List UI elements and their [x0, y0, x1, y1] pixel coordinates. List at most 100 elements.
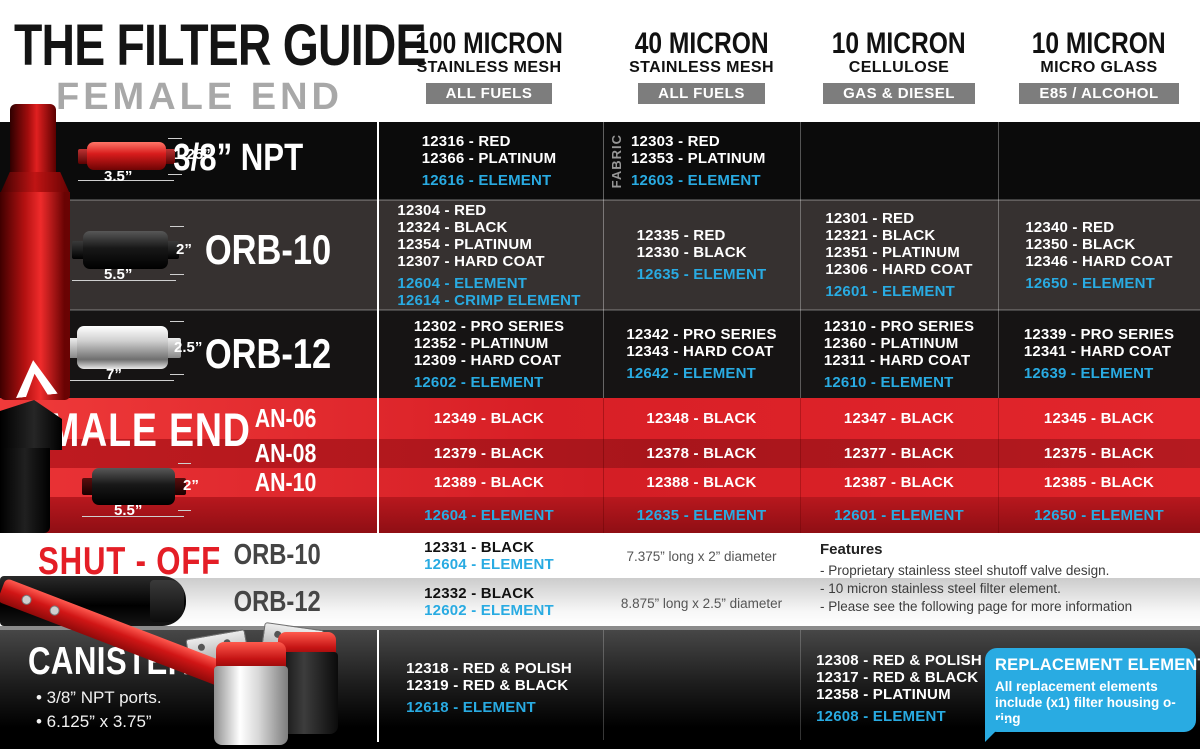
- cell-orb12-10micron-microglass: 12339 - PRO SERIES 12341 - HARD COAT 126…: [998, 310, 1200, 398]
- cell-canister-100micron: 12318 - RED & POLISH 12319 - RED & BLACK…: [375, 638, 603, 738]
- cell-shutoff-orb10: 12331 - BLACK 12604 - ELEMENT: [375, 533, 603, 578]
- cell-an10-10micron-cellulose: 12387 - BLACK: [843, 474, 955, 491]
- part-number: 12304 - RED: [397, 201, 487, 219]
- dimension-height: 2.5”: [174, 339, 203, 356]
- dimension-height: 1.25”: [174, 146, 211, 163]
- element-part-number: 12602 - ELEMENT: [424, 602, 554, 619]
- part-number: 12310 - PRO SERIES: [823, 317, 975, 335]
- part-number: 12331 - BLACK: [424, 538, 535, 556]
- main-column-divider: [377, 122, 379, 533]
- shutoff-valve-cap: [150, 580, 184, 622]
- column-header-40-micron: 40 MICRON STAINLESS MESH ALL FUELS: [603, 27, 800, 104]
- row-label-shutoff-orb10: ORB-10: [233, 539, 321, 571]
- element-part-number: 12635 - ELEMENT: [636, 266, 767, 283]
- cell-orb12-100micron: 12302 - PRO SERIES 12352 - PLATINUM 1230…: [375, 310, 603, 398]
- part-number: 12353 - PLATINUM: [631, 150, 766, 167]
- section-divider-bar: [0, 626, 1200, 630]
- features-title: Features: [820, 541, 883, 558]
- row-label-an08: AN-08: [255, 438, 317, 468]
- cell-an10-40micron: 12388 - BLACK: [646, 474, 757, 491]
- column-divider: [800, 398, 801, 533]
- part-number: 12311 - HARD COAT: [823, 351, 971, 369]
- part-number: 12351 - PLATINUM: [825, 244, 960, 261]
- cell-an06-10micron-cellulose: 12347 - BLACK: [843, 410, 955, 427]
- row-label-npt: 3/8” NPT: [173, 136, 303, 179]
- male-end-row2-background: [0, 439, 1200, 468]
- part-number: 12302 - PRO SERIES: [413, 317, 565, 335]
- dimension-length: 7”: [106, 366, 122, 383]
- part-number: 12318 - RED & POLISH: [406, 660, 572, 677]
- element-part-number: 12616 - ELEMENT: [421, 172, 552, 189]
- part-number: 12317 - RED & BLACK: [816, 668, 979, 686]
- cell-male-element-100micron: 12604 - ELEMENT: [424, 506, 554, 524]
- dimension-length: 5.5”: [104, 266, 133, 283]
- micron-rating: 40 MICRON: [634, 27, 769, 60]
- male-end-heading: MALE END: [48, 403, 251, 456]
- part-number: 12360 - PLATINUM: [823, 334, 959, 352]
- media-type: CELLULOSE: [848, 59, 950, 76]
- fuel-badge: ALL FUELS: [638, 83, 765, 104]
- row-label-an10: AN-10: [255, 467, 317, 497]
- element-part-number: 12618 - ELEMENT: [406, 699, 536, 716]
- part-number: 12350 - BLACK: [1025, 235, 1136, 253]
- part-number: 12308 - RED & POLISH: [816, 651, 982, 669]
- male-end-row1-background: [0, 398, 1200, 439]
- cell-an08-10micron-microglass: 12375 - BLACK: [1043, 445, 1155, 462]
- filter-body: [0, 192, 70, 400]
- shutoff-heading: SHUT - OFF: [38, 540, 222, 583]
- silver-canister-cap: [216, 642, 286, 670]
- feature-item: - 10 micron stainless steel filter eleme…: [820, 581, 1061, 596]
- cell-orb10-40micron: 12335 - RED 12330 - BLACK 12635 - ELEMEN…: [603, 200, 800, 310]
- filter-illustration-male: 2” 5.5”: [82, 460, 199, 524]
- column-divider: [603, 398, 604, 533]
- part-number: 12343 - HARD COAT: [626, 343, 774, 360]
- column-header-10-micron-cellulose: 10 MICRON CELLULOSE GAS & DIESEL: [800, 27, 998, 104]
- element-part-number: 12602 - ELEMENT: [413, 373, 544, 391]
- cell-orb10-10micron-microglass: 12340 - RED 12350 - BLACK 12346 - HARD C…: [998, 200, 1200, 310]
- filter-shoulder: [0, 172, 70, 194]
- column-divider: [800, 122, 801, 398]
- filter-illustration-npt: 1.25” 3.5”: [78, 136, 211, 186]
- feature-item: - Please see the following page for more…: [820, 599, 1133, 614]
- row-npt-background: [0, 122, 1200, 200]
- row-divider: [0, 199, 1200, 201]
- element-part-number: 12610 - ELEMENT: [823, 373, 954, 391]
- silver-canister-photo: [214, 666, 288, 745]
- cell-npt-40micron: FABRIC 12303 - RED 12353 - PLATINUM 1260…: [603, 122, 800, 200]
- male-end-row3-background: [0, 468, 1200, 497]
- filter-illustration-orb10: 2” 5.5”: [72, 222, 192, 288]
- cell-an06-40micron: 12348 - BLACK: [646, 410, 757, 427]
- micron-rating: 10 MICRON: [832, 27, 966, 60]
- aeromotive-logo-icon: [12, 358, 58, 398]
- male-an-fitting-body: [0, 448, 50, 533]
- element-part-number: 12608 - ELEMENT: [816, 707, 946, 725]
- female-end-heading: FEMALE END: [56, 76, 343, 118]
- feature-item: - Proprietary stainless steel shutoff va…: [820, 563, 1110, 578]
- part-number: 12366 - PLATINUM: [421, 150, 557, 167]
- shutoff-row2-background: [0, 578, 1200, 626]
- cell-an08-40micron: 12378 - BLACK: [646, 445, 757, 462]
- part-number: 12340 - RED: [1025, 218, 1115, 236]
- screw-icon: [48, 604, 62, 618]
- cell-an10-100micron: 12389 - BLACK: [433, 474, 545, 491]
- column-divider: [998, 122, 999, 398]
- part-number: 12339 - PRO SERIES: [1023, 326, 1175, 343]
- row-orb10-background: [0, 200, 1200, 310]
- cell-male-element-10micron-microglass: 12650 - ELEMENT: [1034, 506, 1164, 524]
- cell-an06-10micron-microglass: 12345 - BLACK: [1043, 410, 1155, 427]
- element-part-number: 12603 - ELEMENT: [631, 172, 761, 189]
- canister-bullet-1: • 3/8” NPT ports.: [36, 688, 162, 707]
- column-header-10-micron-microglass: 10 MICRON MICRO GLASS E85 / ALCOHOL: [998, 29, 1200, 104]
- part-number: 12330 - BLACK: [636, 244, 747, 261]
- row-label-shutoff-orb12: ORB-12: [233, 585, 321, 618]
- element-part-number: 12604 - ELEMENT: [397, 274, 528, 292]
- main-column-divider-canister: [377, 630, 379, 742]
- row-orb12-background: [0, 310, 1200, 398]
- element-part-number: 12650 - ELEMENT: [1025, 274, 1156, 292]
- cell-shutoff-orb12: 12332 - BLACK 12602 - ELEMENT: [375, 578, 603, 626]
- part-number: 12316 - RED: [421, 133, 511, 150]
- media-type: MICRO GLASS: [1040, 59, 1158, 76]
- part-number: 12307 - HARD COAT: [397, 252, 545, 270]
- cell-an06-100micron: 12349 - BLACK: [433, 410, 545, 427]
